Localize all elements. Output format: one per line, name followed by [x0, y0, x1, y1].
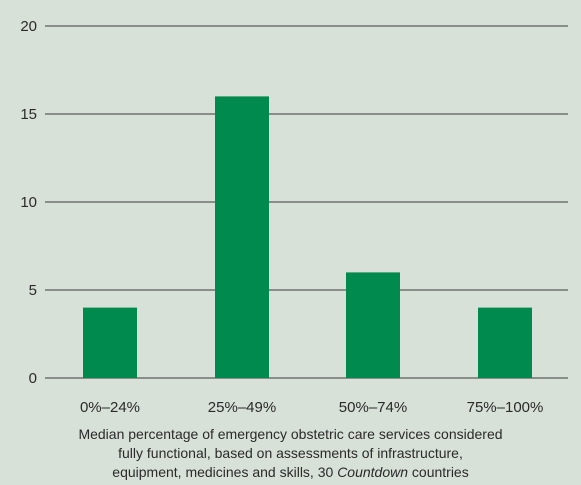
- x-category-label: 75%–100%: [467, 399, 544, 416]
- bars: [83, 96, 532, 379]
- bar-chart: 0 5 10 15 20 0%–24% 25%–49% 50%–74% 75%–100%: [20, 18, 568, 416]
- y-tick-label: 20: [20, 18, 37, 35]
- caption-line-3: equipment, medicines and skills, 30 Coun…: [10, 463, 571, 482]
- y-tick-label: 0: [29, 370, 37, 387]
- x-category-labels: 0%–24% 25%–49% 50%–74% 75%–100%: [80, 399, 543, 416]
- caption-line-1: Median percentage of emergency obstetric…: [78, 426, 503, 442]
- bar-4: [478, 307, 532, 378]
- caption-countdown-italic: Countdown: [337, 464, 409, 480]
- caption-line-3-prefix: equipment, medicines and skills, 30: [112, 464, 338, 480]
- bar-1: [83, 307, 137, 378]
- caption-line-3-suffix: countries: [408, 464, 469, 480]
- caption-line-2: fully functional, based on assessments o…: [118, 445, 463, 461]
- x-category-label: 25%–49%: [208, 399, 276, 416]
- x-category-label: 50%–74%: [339, 399, 407, 416]
- x-axis-caption: Median percentage of emergency obstetric…: [10, 425, 571, 482]
- bar-2: [215, 96, 269, 379]
- y-tick-label: 15: [20, 106, 37, 123]
- y-tick-label: 5: [29, 282, 37, 299]
- x-category-label: 0%–24%: [80, 399, 140, 416]
- bar-3: [346, 272, 400, 378]
- y-tick-label: 10: [20, 194, 37, 211]
- y-tick-labels: 0 5 10 15 20: [20, 18, 37, 387]
